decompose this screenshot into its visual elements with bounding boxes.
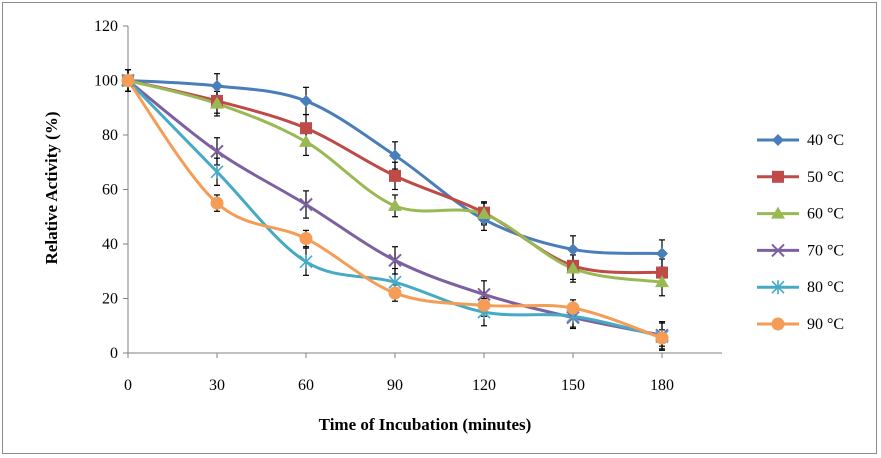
data-point <box>121 74 135 87</box>
legend-marker <box>771 243 785 258</box>
data-point <box>656 266 668 279</box>
data-point <box>299 254 313 269</box>
data-point <box>210 96 224 109</box>
data-point <box>477 298 491 312</box>
x-tick-label: 120 <box>472 377 496 394</box>
y-tick-label: 20 <box>102 291 118 308</box>
data-point <box>477 287 491 302</box>
data-point <box>211 79 223 92</box>
legend-marker <box>772 170 784 183</box>
legend: 40 °C 50 °C 60 °C 70 °C 80 °C 90 °C <box>757 132 844 333</box>
legend-marker <box>772 134 784 146</box>
legend-item: 40 °C <box>757 132 844 149</box>
data-point <box>566 261 580 274</box>
y-axis-title: Relative Activity (%) <box>42 112 61 265</box>
legend-marker <box>771 280 785 295</box>
series-layer <box>121 68 669 351</box>
y-tick-label: 80 <box>102 127 118 144</box>
data-point <box>389 149 401 162</box>
data-point <box>567 243 579 256</box>
data-point <box>656 247 668 260</box>
data-point <box>210 144 224 159</box>
y-tick-label: 60 <box>102 182 118 199</box>
x-tick-label: 60 <box>298 377 314 394</box>
legend-item: 60 °C <box>757 206 844 223</box>
legend-item: 50 °C <box>757 169 844 186</box>
data-point <box>655 331 669 345</box>
data-point <box>388 198 402 211</box>
data-point <box>566 301 580 315</box>
legend-item: 90 °C <box>757 316 844 333</box>
data-point <box>389 169 401 182</box>
data-point <box>477 207 491 220</box>
x-tick-label: 180 <box>650 377 674 394</box>
data-point <box>210 196 224 210</box>
x-tick-label: 30 <box>209 377 225 394</box>
legend-item: 80 °C <box>757 279 844 296</box>
legend-label: 40 °C <box>807 132 844 149</box>
data-point <box>388 286 402 300</box>
y-tick-label: 100 <box>94 73 118 90</box>
x-tick-label: 90 <box>387 377 403 394</box>
legend-marker <box>771 206 785 219</box>
legend-label: 50 °C <box>807 169 844 186</box>
legend-marker <box>771 317 785 331</box>
data-point <box>299 197 313 212</box>
y-tick-label: 40 <box>102 236 118 253</box>
data-point <box>300 122 312 135</box>
data-point <box>299 232 313 246</box>
data-point <box>388 253 402 268</box>
data-point <box>210 164 224 179</box>
legend-label: 90 °C <box>807 316 844 333</box>
legend-label: 60 °C <box>807 206 844 223</box>
data-point <box>300 94 312 107</box>
legend-label: 80 °C <box>807 279 844 296</box>
x-tick-label: 150 <box>561 377 585 394</box>
x-tick-label: 0 <box>124 377 132 394</box>
axes: 0 20 40 60 80 100 120 0 30 60 90 120 150 180 <box>94 18 722 394</box>
y-tick-label: 0 <box>110 345 118 362</box>
y-tick-label: 120 <box>94 18 118 35</box>
data-point <box>299 134 313 147</box>
data-point <box>655 275 669 288</box>
legend-label: 70 °C <box>807 242 844 259</box>
legend-item: 70 °C <box>757 242 844 259</box>
x-axis-title: Time of Incubation (minutes) <box>319 415 532 434</box>
